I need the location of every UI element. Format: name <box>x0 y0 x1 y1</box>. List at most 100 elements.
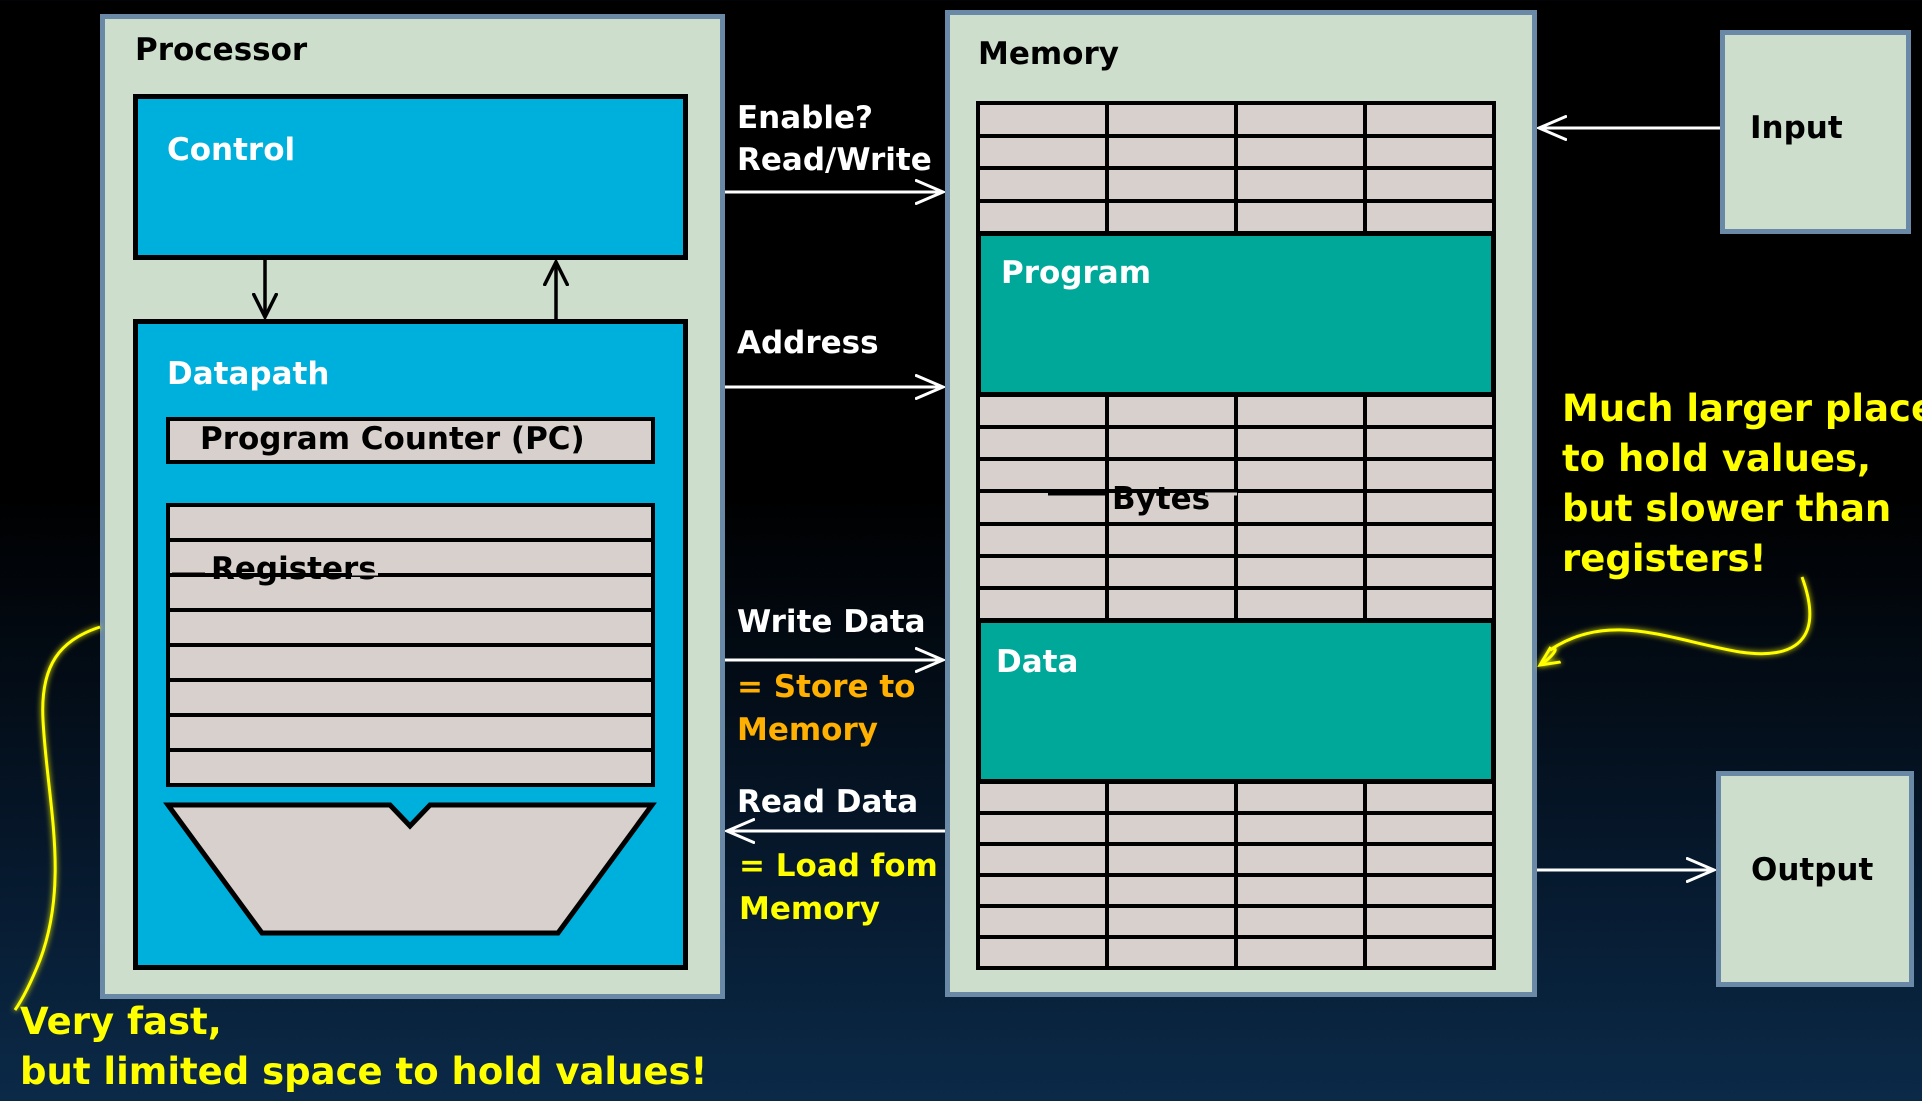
memory-byte-cell <box>980 877 1105 904</box>
memory-byte-cell <box>1367 908 1492 935</box>
register-cell <box>170 752 651 783</box>
memory-rows-bottom <box>976 780 1496 970</box>
memory-note: Much larger place to hold values, but sl… <box>1562 384 1922 584</box>
control-label: Control <box>167 132 296 168</box>
memory-byte-cell <box>980 784 1105 811</box>
processor-title: Processor <box>135 32 308 68</box>
memory-byte-cell <box>1238 525 1363 554</box>
memory-byte-cell <box>1109 397 1234 426</box>
memory-byte-cell <box>980 202 1105 231</box>
memory-byte-cell <box>1367 589 1492 618</box>
memory-byte-cell <box>1367 461 1492 490</box>
memory-rows-top <box>976 101 1496 235</box>
memory-byte-cell <box>1367 877 1492 904</box>
register-file <box>166 503 655 787</box>
memory-byte-cell <box>1238 137 1363 166</box>
register-cell <box>170 577 651 608</box>
memory-byte-cell <box>1238 170 1363 199</box>
memory-byte-cell <box>1367 397 1492 426</box>
memory-byte-cell <box>1367 815 1492 842</box>
control-block <box>133 94 688 260</box>
memory-byte-cell <box>1109 589 1234 618</box>
memory-rows-middle <box>976 393 1496 622</box>
memory-byte-cell <box>1367 137 1492 166</box>
memory-byte-cell <box>980 105 1105 134</box>
write-data-label: Write Data <box>737 604 926 640</box>
memory-byte-cell <box>980 170 1105 199</box>
memory-byte-cell <box>1109 525 1234 554</box>
datapath-label: Datapath <box>167 356 330 392</box>
memory-byte-cell <box>1109 846 1234 873</box>
memory-byte-cell <box>1109 461 1234 490</box>
memory-byte-cell <box>1109 908 1234 935</box>
alu-label: Arithmetic-Logic Unit (ALU) <box>247 839 575 926</box>
memory-data-block <box>976 618 1496 784</box>
memory-note-line3: but slower than <box>1562 486 1892 530</box>
read-write-label: Read/Write <box>737 142 932 178</box>
register-cell <box>170 507 651 538</box>
store-line2: Memory <box>737 712 878 748</box>
memory-byte-cell <box>1367 525 1492 554</box>
memory-byte-cell <box>1109 939 1234 966</box>
memory-byte-cell <box>1109 429 1234 458</box>
memory-byte-cell <box>1238 846 1363 873</box>
memory-byte-cell <box>980 429 1105 458</box>
read-data-label: Read Data <box>737 784 919 820</box>
memory-program-block <box>976 231 1496 397</box>
memory-byte-cell <box>1109 493 1234 522</box>
memory-byte-cell <box>980 493 1105 522</box>
load-line2: Memory <box>739 891 880 927</box>
memory-byte-cell <box>1238 784 1363 811</box>
memory-byte-cell <box>1367 429 1492 458</box>
program-counter <box>166 417 655 464</box>
memory-byte-cell <box>1367 784 1492 811</box>
memory-byte-cell <box>1238 557 1363 586</box>
memory-byte-cell <box>1109 784 1234 811</box>
memory-byte-cell <box>1109 877 1234 904</box>
input-label: Input <box>1750 110 1843 146</box>
memory-byte-cell <box>1367 105 1492 134</box>
memory-byte-cell <box>1238 939 1363 966</box>
memory-byte-cell <box>1238 461 1363 490</box>
memory-byte-cell <box>980 908 1105 935</box>
memory-title: Memory <box>978 36 1119 72</box>
register-cell <box>170 542 651 573</box>
memory-byte-cell <box>1109 557 1234 586</box>
address-label: Address <box>737 325 879 361</box>
memory-note-line2: to hold values, <box>1562 436 1872 480</box>
memory-byte-cell <box>1109 137 1234 166</box>
memory-byte-cell <box>1367 939 1492 966</box>
memory-byte-cell <box>1238 908 1363 935</box>
register-note-pointer <box>13 625 101 1011</box>
memory-byte-cell <box>980 397 1105 426</box>
memory-byte-cell <box>980 525 1105 554</box>
memory-byte-cell <box>1238 105 1363 134</box>
register-cell <box>170 612 651 643</box>
enable-label: Enable? <box>737 100 873 136</box>
memory-byte-cell <box>1238 493 1363 522</box>
memory-byte-cell <box>980 939 1105 966</box>
memory-byte-cell <box>1367 846 1492 873</box>
memory-byte-cell <box>1109 202 1234 231</box>
memory-byte-cell <box>1109 105 1234 134</box>
register-note-line2: but limited space to hold values! <box>20 1049 708 1093</box>
register-cell <box>170 717 651 748</box>
alu-label-line1: Arithmetic-Logic <box>266 842 556 878</box>
memory-byte-cell <box>1238 815 1363 842</box>
memory-byte-cell <box>1238 202 1363 231</box>
register-note-line1: Very fast, <box>20 1000 222 1043</box>
store-line1: = Store to <box>737 669 916 705</box>
load-line1: = Load fom <box>739 848 938 884</box>
registers-label: Registers <box>211 551 377 587</box>
memory-byte-cell <box>980 846 1105 873</box>
memory-byte-cell <box>1238 589 1363 618</box>
register-cell <box>170 647 651 678</box>
memory-data-label: Data <box>996 644 1079 680</box>
memory-byte-cell <box>980 557 1105 586</box>
output-box <box>1716 771 1914 987</box>
memory-byte-cell <box>980 815 1105 842</box>
alu-label-line2: Unit (ALU) <box>321 885 501 922</box>
memory-byte-cell <box>980 461 1105 490</box>
memory-program-label: Program <box>1001 255 1152 291</box>
memory-byte-cell <box>980 589 1105 618</box>
